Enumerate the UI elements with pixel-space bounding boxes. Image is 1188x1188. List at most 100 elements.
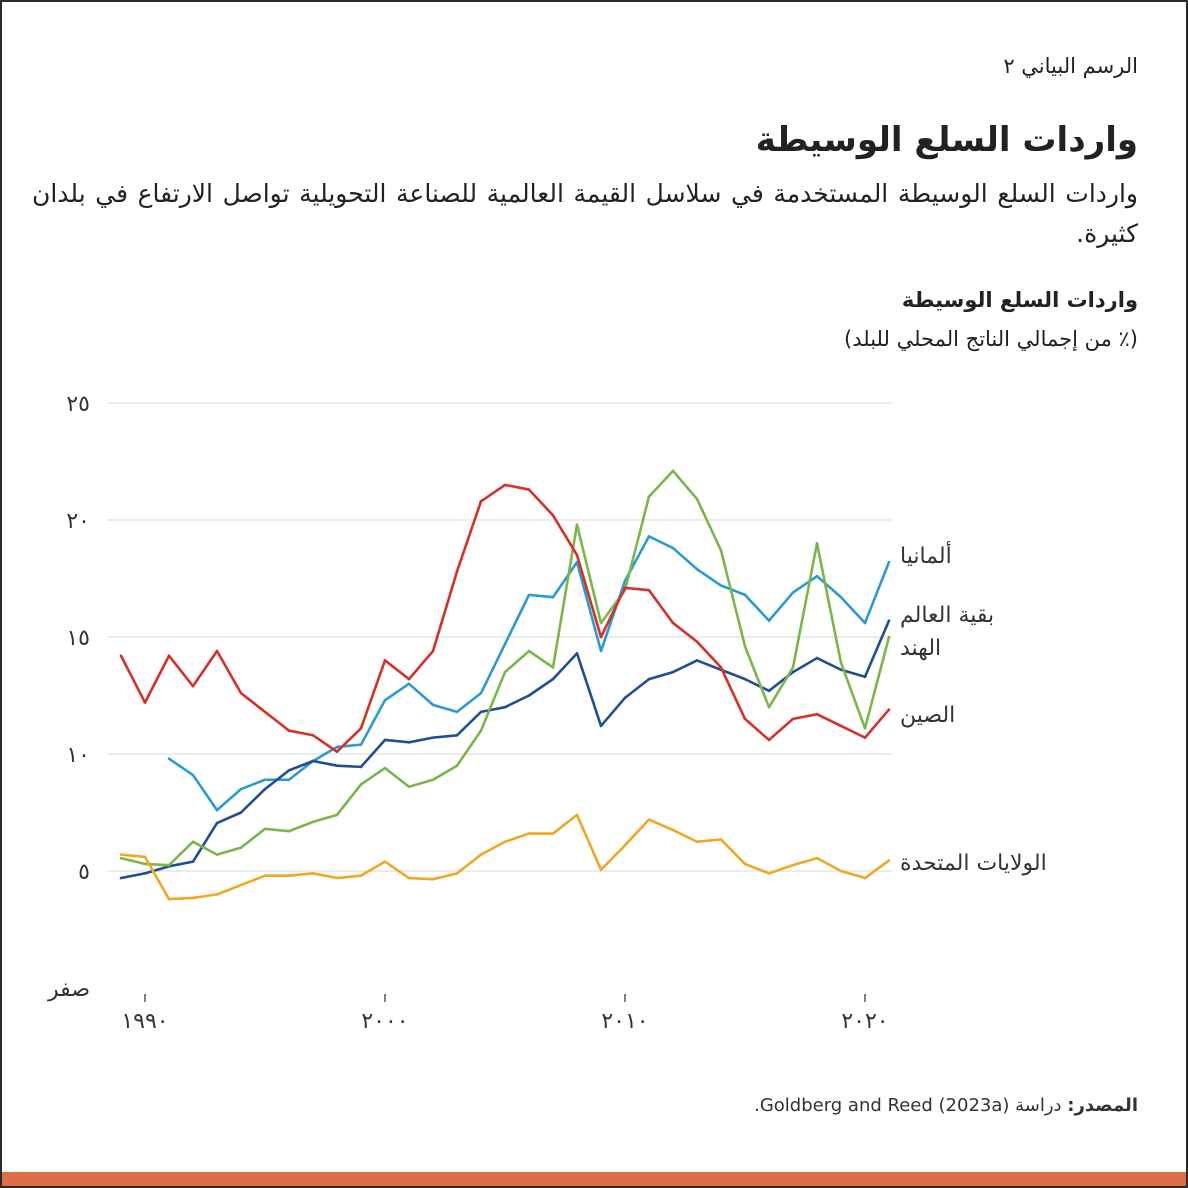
data-point [695, 659, 699, 662]
data-point [383, 738, 387, 742]
data-point [887, 619, 891, 622]
data-point [287, 874, 291, 877]
data-point [647, 495, 651, 498]
data-point [599, 649, 603, 653]
data-point [791, 863, 795, 867]
data-point [551, 666, 555, 669]
data-point [767, 738, 771, 742]
series-line-1 [168, 535, 891, 812]
data-point [527, 694, 531, 697]
data-point [119, 856, 123, 860]
data-point [743, 645, 747, 648]
data-point [647, 677, 651, 681]
data-point [239, 787, 243, 791]
data-point [623, 696, 627, 700]
x-tick-label: ٢٠١٠ [601, 1009, 648, 1034]
data-point [575, 523, 579, 526]
data-point [671, 670, 675, 674]
source-label: المصدر: [1067, 1095, 1138, 1116]
data-point [359, 874, 363, 877]
data-point [839, 595, 843, 599]
data-point [551, 677, 555, 681]
y-tick-label: ٢٥ [66, 392, 90, 417]
data-point [287, 769, 291, 772]
data-point [791, 717, 795, 721]
data-point [671, 621, 675, 625]
data-point [335, 876, 339, 880]
data-point [503, 483, 507, 487]
data-point [431, 736, 435, 739]
data-point [647, 535, 651, 538]
data-point [143, 855, 147, 859]
data-point [527, 488, 531, 491]
data-point [407, 876, 411, 880]
data-point [719, 838, 723, 841]
data-point [863, 876, 867, 880]
data-point [503, 670, 507, 674]
data-point [287, 729, 291, 732]
data-point [599, 724, 603, 728]
data-point [119, 654, 123, 658]
data-point [743, 862, 747, 866]
data-point [743, 677, 747, 681]
series-line-4 [119, 483, 890, 753]
data-point [479, 729, 483, 732]
data-point [671, 546, 675, 550]
data-point [455, 710, 459, 714]
data-point [407, 677, 411, 681]
data-point [719, 549, 723, 552]
y-tick-label: ١٥ [66, 626, 90, 651]
data-point [215, 649, 219, 653]
data-point [839, 869, 843, 873]
data-point [575, 813, 579, 817]
series-label: الولايات المتحدة [900, 851, 1047, 876]
data-point [887, 560, 891, 564]
data-point [863, 621, 867, 625]
figure-title: واردات السلع الوسيطة [755, 120, 1138, 160]
data-point [383, 860, 387, 863]
y-axis-unit: (٪ من إجمالي الناتج المحلي للبلد) [844, 327, 1138, 351]
data-point [887, 708, 891, 711]
data-point [743, 593, 747, 597]
data-point [407, 785, 411, 789]
data-point [143, 872, 147, 875]
data-point [527, 649, 531, 653]
data-point [575, 652, 579, 655]
data-point [455, 764, 459, 767]
data-point [551, 595, 555, 599]
data-point [479, 853, 483, 856]
data-point [359, 726, 363, 730]
data-point [431, 778, 435, 782]
data-point [503, 642, 507, 646]
data-point [455, 872, 459, 875]
data-point [695, 640, 699, 643]
y-tick-label: ١٠ [66, 743, 90, 768]
data-point [383, 698, 387, 702]
x-tick-label: ٢٠٠٠ [361, 1009, 408, 1034]
data-point [695, 497, 699, 501]
data-point [575, 553, 579, 557]
data-point [167, 897, 171, 901]
x-tick-label: ١٩٩٠ [121, 1009, 168, 1034]
data-point [695, 567, 699, 571]
data-point [431, 703, 435, 707]
figure-subtitle: واردات السلع الوسيطة المستخدمة في سلاسل … [32, 179, 1138, 248]
data-point [479, 499, 483, 503]
data-point [263, 874, 267, 877]
source-note: المصدر: دراسة Goldberg and Reed (2023a). [754, 1095, 1138, 1116]
series-label: بقية العالم [900, 603, 994, 628]
data-point [335, 764, 339, 767]
data-point [287, 778, 291, 782]
data-point [743, 717, 747, 721]
data-point [551, 832, 555, 835]
data-point [119, 876, 123, 880]
data-point [503, 705, 507, 709]
y-tick-label: ٥ [78, 860, 90, 885]
data-point [239, 691, 243, 695]
data-point [767, 619, 771, 622]
accent-bar [2, 1172, 1186, 1186]
data-point [551, 514, 555, 517]
data-point [335, 750, 339, 753]
chart-title: واردات السلع الوسيطة [901, 288, 1138, 312]
